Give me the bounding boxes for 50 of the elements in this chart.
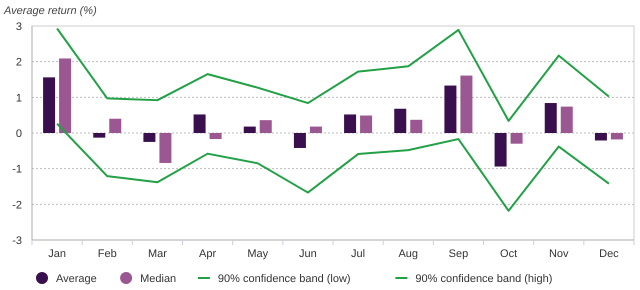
x-tick-label: Sep <box>448 248 468 260</box>
bar <box>560 106 573 133</box>
y-tick-label: -3 <box>12 235 22 247</box>
bar <box>544 103 557 133</box>
x-tick-label: Aug <box>398 248 418 260</box>
line-series <box>56 122 610 212</box>
bar <box>510 133 523 144</box>
bar <box>594 133 607 140</box>
bar <box>294 133 306 148</box>
bar <box>43 77 56 133</box>
bar <box>444 86 456 133</box>
y-tick-label: -1 <box>12 164 22 176</box>
legend-label: Median <box>140 273 176 285</box>
bar <box>344 114 356 133</box>
line-series <box>56 27 610 122</box>
y-tick-label: 1 <box>16 92 22 104</box>
y-axis-title: Average return (%) <box>3 5 98 17</box>
x-tick-label: Apr <box>199 248 216 260</box>
bar <box>460 76 472 133</box>
y-tick-label: 2 <box>16 56 22 69</box>
x-tick-label: Jan <box>48 248 66 260</box>
bar <box>194 114 206 133</box>
bar <box>210 133 222 140</box>
x-tick-label: Nov <box>548 248 570 260</box>
bar <box>109 118 122 133</box>
x-tick-label: Jul <box>351 248 366 260</box>
y-tick-label: 0 <box>16 128 22 140</box>
bar <box>93 133 106 138</box>
x-tick-label: Mar <box>148 248 168 260</box>
legend-label: 90% confidence band (low) <box>218 273 351 285</box>
bar <box>143 133 156 142</box>
legend-label: 90% confidence band (high) <box>415 273 552 285</box>
bar <box>394 108 406 133</box>
x-tick-label: Dec <box>599 248 620 260</box>
x-tick-label: Feb <box>98 248 117 260</box>
bar <box>494 133 507 167</box>
legend-label: Average <box>56 273 97 285</box>
y-tick-label: -2 <box>12 199 22 212</box>
x-tick-label: May <box>247 248 269 260</box>
bar <box>244 126 256 133</box>
x-tick-label: Jun <box>299 248 317 260</box>
bar <box>310 126 322 133</box>
bar <box>360 116 372 133</box>
x-tick-label: Oct <box>500 248 518 260</box>
bar <box>410 120 422 133</box>
bar <box>260 120 272 133</box>
y-tick-label: 3 <box>16 21 22 33</box>
bar <box>159 133 172 163</box>
bar <box>59 58 72 133</box>
bar <box>610 133 623 140</box>
